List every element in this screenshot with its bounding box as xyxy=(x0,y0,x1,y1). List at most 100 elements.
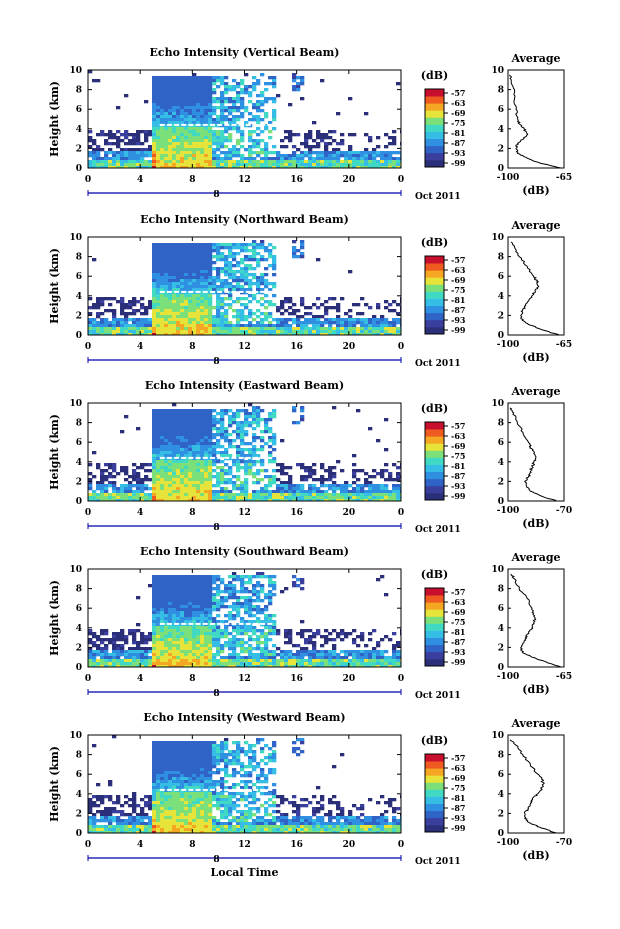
heatmap-cell xyxy=(260,620,265,624)
heatmap-cell xyxy=(388,472,393,476)
heatmap-cell xyxy=(248,635,253,639)
heatmap-cell xyxy=(204,641,209,645)
heatmap-cell xyxy=(188,460,193,464)
heatmap-cell xyxy=(356,484,361,488)
heatmap-cell xyxy=(160,100,165,104)
heatmap-cell xyxy=(168,324,173,328)
heatmap-cell xyxy=(284,297,289,301)
heatmap-cell xyxy=(236,261,241,265)
heatmap-cell xyxy=(152,427,157,431)
heatmap-cell xyxy=(156,424,161,428)
heatmap-cell xyxy=(324,166,329,168)
heatmap-cell xyxy=(212,605,217,609)
heatmap-cell xyxy=(188,106,193,110)
heatmap-cell xyxy=(212,288,217,292)
heatmap-cell xyxy=(100,499,105,501)
heatmap-cell xyxy=(196,157,201,161)
heatmap-cell xyxy=(144,656,149,660)
heatmap-cell xyxy=(184,593,189,597)
heatmap-cell xyxy=(152,650,157,654)
heatmap-cell xyxy=(188,430,193,434)
heatmap-cell xyxy=(172,121,177,125)
heatmap-cell xyxy=(196,85,201,89)
heatmap-cell xyxy=(176,76,181,80)
heatmap-cell xyxy=(304,139,309,143)
heatmap-cell xyxy=(264,496,269,500)
heatmap-cell xyxy=(204,496,209,500)
heatmap-cell xyxy=(156,460,161,464)
heatmap-cell xyxy=(164,282,169,286)
heatmap-cell xyxy=(252,324,257,328)
heatmap-cell xyxy=(192,424,197,428)
heatmap-cell xyxy=(160,273,165,277)
heatmap-cell xyxy=(156,484,161,488)
heatmap-cell xyxy=(228,421,233,425)
heatmap-cell xyxy=(300,463,305,467)
heatmap-cell xyxy=(304,166,309,168)
heatmap-cell xyxy=(92,499,97,501)
heatmap-cell xyxy=(328,142,333,146)
heatmap-cell xyxy=(348,318,353,322)
heatmap-cell xyxy=(256,79,261,83)
heatmap-cell xyxy=(200,415,205,419)
heatmap-cell xyxy=(332,487,337,491)
heatmap-cell xyxy=(156,454,161,458)
heatmap-cell xyxy=(168,641,173,645)
heatmap-cell xyxy=(244,581,249,585)
bright-band-gap xyxy=(217,456,223,459)
heatmap-cell xyxy=(364,148,369,152)
heatmap-cell xyxy=(308,318,313,322)
heatmap-cell xyxy=(96,324,101,328)
heatmap-cell xyxy=(388,499,393,501)
heatmap-cell xyxy=(352,321,357,325)
heatmap-cell xyxy=(188,85,193,89)
colorbar-frame xyxy=(424,88,445,168)
heatmap-cell xyxy=(368,306,373,310)
heatmap-cell xyxy=(248,614,253,618)
heatmap-cell xyxy=(172,578,177,582)
heatmap-cell xyxy=(260,276,265,280)
heatmap-cell xyxy=(300,315,305,319)
heatmap-cell xyxy=(256,103,261,107)
heatmap-cell xyxy=(204,270,209,274)
heatmap-cell xyxy=(200,306,205,310)
heatmap-cell xyxy=(152,644,157,648)
heatmap-cell xyxy=(312,327,317,331)
heatmap-cell xyxy=(152,294,157,298)
heatmap-cell xyxy=(268,166,273,168)
heatmap-cell xyxy=(144,499,149,501)
heatmap-cell xyxy=(232,481,237,485)
heatmap-cell xyxy=(196,626,201,630)
heatmap-cell xyxy=(120,650,125,654)
heatmap-cell xyxy=(328,151,333,155)
heatmap-cell xyxy=(164,602,169,606)
heatmap-cell xyxy=(168,76,173,80)
heatmap-cell xyxy=(288,297,293,301)
heatmap-cell xyxy=(268,327,273,331)
heatmap-cell xyxy=(168,584,173,588)
heatmap-cell xyxy=(320,151,325,155)
heatmap-cell xyxy=(320,79,325,83)
heatmap-cell xyxy=(180,166,185,168)
heatmap-cell xyxy=(192,315,197,319)
heatmap-cell xyxy=(296,85,301,89)
heatmap-cell xyxy=(196,333,201,335)
heatmap-cell xyxy=(184,599,189,603)
heatmap-cell xyxy=(240,163,245,167)
average-y-tick-label: 10 xyxy=(491,399,504,409)
heatmap-cell xyxy=(156,475,161,479)
heatmap-cell xyxy=(184,436,189,440)
heatmap-cell xyxy=(192,297,197,301)
heatmap-cell xyxy=(160,303,165,307)
heatmap-cell xyxy=(328,632,333,636)
heatmap-cell xyxy=(164,641,169,645)
heatmap-cell xyxy=(112,484,117,488)
heatmap-cell xyxy=(152,575,157,579)
heatmap-cell xyxy=(384,145,389,149)
heatmap-cell xyxy=(120,469,125,473)
heatmap-cell xyxy=(236,427,241,431)
heatmap-cell xyxy=(312,635,317,639)
heatmap-cell xyxy=(196,264,201,268)
heatmap-cell xyxy=(336,653,341,657)
heatmap-cell xyxy=(360,163,365,167)
